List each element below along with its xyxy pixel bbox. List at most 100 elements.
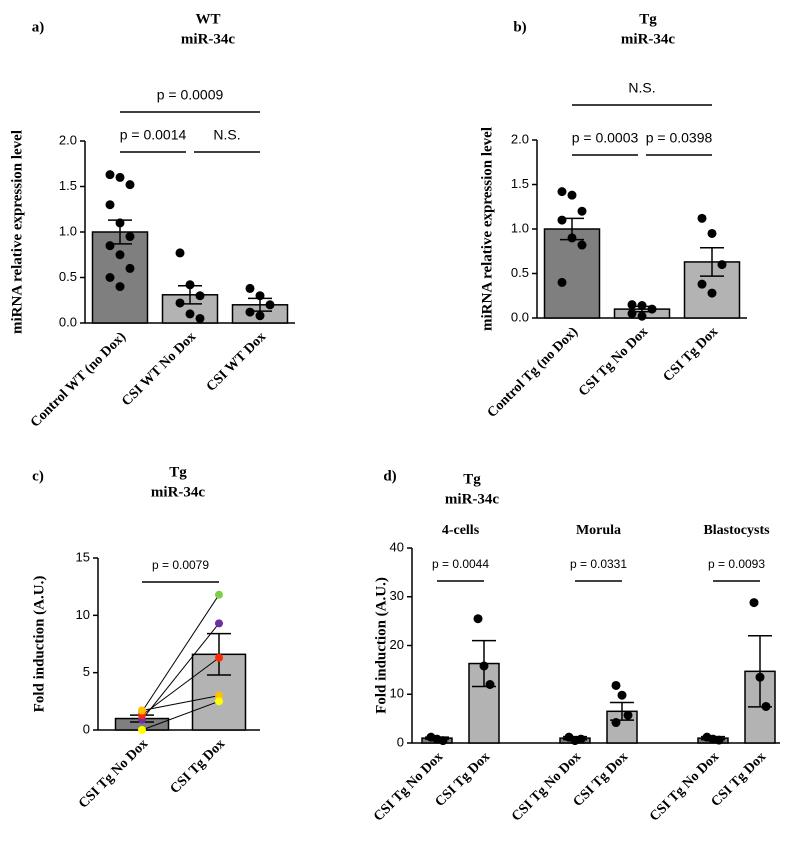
data-point — [567, 233, 577, 243]
y-tick-label: 10 — [390, 686, 404, 701]
data-point — [105, 241, 115, 251]
data-point — [577, 240, 587, 250]
data-point — [138, 726, 146, 734]
data-point — [611, 680, 621, 690]
pair-line — [141, 695, 220, 711]
data-point — [265, 300, 275, 310]
x-tick-label: CSI WT Dox — [204, 329, 269, 394]
y-tick-label: 30 — [390, 588, 404, 603]
y-axis-label: miRNA relative expression level — [479, 127, 495, 331]
y-tick-label: 40 — [390, 539, 404, 554]
chart-subtitle: miR-34c — [151, 484, 205, 500]
data-point — [255, 291, 265, 301]
group-label: 4-cells — [442, 523, 480, 538]
panel-label: b) — [513, 19, 526, 35]
bar — [543, 228, 601, 319]
annotation: p = 0.0398 — [646, 130, 713, 146]
x-tick-label: CSI Tg Dox — [661, 324, 721, 384]
annotation: N.S. — [213, 127, 240, 143]
panel-label: d) — [383, 468, 396, 484]
y-tick-label: 2.0 — [511, 131, 529, 146]
data-point — [717, 260, 727, 270]
y-tick-label: 0 — [83, 721, 90, 736]
pair-line — [141, 623, 220, 720]
y-axis-label: Fold induction (A.U.) — [373, 577, 389, 714]
chart-subtitle: miR-34c — [181, 31, 235, 47]
annotation: p = 0.0014 — [120, 127, 187, 143]
annotation: p = 0.0093 — [708, 557, 765, 571]
data-point — [714, 735, 724, 745]
data-point — [175, 248, 185, 258]
data-point — [115, 218, 125, 228]
x-tick-label: CSI Tg No Dox — [647, 749, 722, 824]
data-point — [185, 280, 195, 290]
chart-title: Tg — [169, 464, 187, 480]
data-point — [557, 277, 567, 287]
data-point — [611, 718, 621, 728]
data-point — [195, 291, 205, 301]
data-point — [105, 170, 115, 180]
data-point — [627, 300, 637, 310]
data-point — [115, 172, 125, 182]
y-tick-label: 0 — [397, 734, 404, 749]
data-point — [175, 298, 185, 308]
x-tick-label: CSI Tg No Dox — [509, 749, 584, 824]
chart-subtitle: miR-34c — [445, 491, 499, 507]
annotation: p = 0.0009 — [157, 87, 224, 103]
data-point — [761, 701, 771, 711]
data-point — [105, 273, 115, 282]
data-point — [479, 661, 489, 671]
data-point — [557, 215, 567, 225]
group-label: Blastocysts — [703, 523, 770, 538]
y-tick-label: 1.0 — [59, 223, 77, 238]
y-tick-label: 2.0 — [59, 132, 77, 147]
y-tick-label: 1.0 — [511, 220, 529, 235]
x-tick-label: CSI Tg No Dox — [76, 736, 151, 811]
data-point — [576, 734, 586, 744]
data-point — [637, 301, 647, 311]
data-point — [115, 282, 125, 292]
data-point — [125, 263, 135, 273]
y-tick-label: 15 — [76, 549, 90, 564]
data-point — [125, 180, 135, 190]
data-point — [215, 653, 223, 662]
data-point — [125, 232, 135, 242]
x-tick-label: CSI Tg Dox — [168, 736, 228, 796]
y-tick-label: 1.5 — [511, 176, 529, 191]
data-point — [647, 304, 657, 314]
data-point — [185, 309, 195, 319]
annotation: p = 0.0044 — [432, 557, 489, 571]
data-point — [138, 706, 146, 715]
data-point — [245, 307, 255, 317]
data-point — [557, 187, 567, 197]
x-tick-label: Control WT (no Dox) — [28, 329, 129, 430]
y-tick-label: 0.0 — [59, 314, 77, 329]
data-point — [215, 697, 223, 706]
y-tick-label: 1.5 — [59, 178, 77, 193]
bar — [91, 231, 149, 324]
y-tick-label: 0.5 — [511, 265, 529, 280]
annotation: p = 0.0331 — [570, 557, 627, 571]
data-point — [707, 228, 717, 238]
chart-title: Tg — [639, 11, 657, 27]
data-point — [697, 213, 707, 223]
data-point — [438, 736, 448, 746]
chart-subtitle: miR-34c — [621, 31, 675, 47]
y-axis-label: Fold induction (A.U.) — [31, 576, 47, 713]
annotation: p = 0.0003 — [572, 130, 639, 146]
data-point — [749, 598, 759, 608]
pair-line — [141, 594, 220, 712]
data-point — [215, 590, 223, 599]
data-point — [627, 309, 637, 319]
data-point — [755, 672, 765, 682]
y-tick-label: 5 — [83, 664, 90, 679]
data-point — [485, 680, 495, 689]
annotation: p = 0.0079 — [152, 558, 209, 572]
y-tick-label: 20 — [390, 637, 404, 652]
annotation: N.S. — [628, 80, 655, 96]
data-point — [617, 690, 627, 700]
data-point — [623, 710, 633, 720]
x-tick-label: CSI Tg No Dox — [371, 749, 446, 824]
y-tick-label: 0.0 — [511, 309, 529, 324]
